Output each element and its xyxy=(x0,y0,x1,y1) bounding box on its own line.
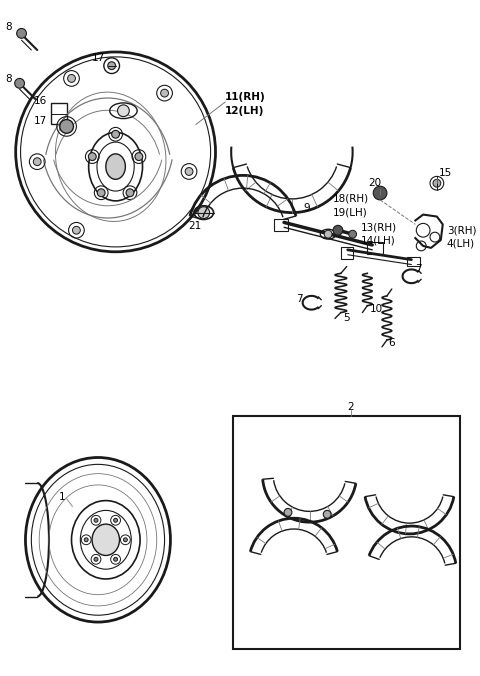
Ellipse shape xyxy=(92,524,120,556)
Circle shape xyxy=(17,28,26,39)
Circle shape xyxy=(15,78,24,88)
Circle shape xyxy=(333,225,343,235)
Circle shape xyxy=(60,120,73,133)
Circle shape xyxy=(118,105,129,117)
Circle shape xyxy=(284,508,292,516)
Circle shape xyxy=(33,158,41,166)
Text: 11(RH): 11(RH) xyxy=(225,92,266,102)
Circle shape xyxy=(185,168,193,175)
Text: 10: 10 xyxy=(370,304,384,314)
Text: 19(LH): 19(LH) xyxy=(333,208,368,218)
Bar xyxy=(367,242,383,254)
Circle shape xyxy=(135,153,143,160)
Circle shape xyxy=(94,557,98,561)
Bar xyxy=(233,416,460,650)
Circle shape xyxy=(97,189,105,197)
Circle shape xyxy=(348,231,357,238)
Text: 3(RH): 3(RH) xyxy=(447,225,476,235)
Circle shape xyxy=(84,538,88,541)
Bar xyxy=(51,103,67,124)
Text: 21: 21 xyxy=(188,221,201,231)
Text: 17: 17 xyxy=(92,53,105,63)
Text: 1: 1 xyxy=(59,491,65,502)
Circle shape xyxy=(88,153,96,160)
Bar xyxy=(274,220,288,231)
Text: 5: 5 xyxy=(343,314,349,323)
Text: 13(RH): 13(RH) xyxy=(360,222,396,233)
Text: 7: 7 xyxy=(296,294,302,304)
Circle shape xyxy=(126,189,134,197)
Text: 8: 8 xyxy=(5,22,12,32)
Text: 4(LH): 4(LH) xyxy=(447,239,475,249)
Text: 12(LH): 12(LH) xyxy=(225,105,264,116)
Text: 15: 15 xyxy=(439,168,452,178)
Circle shape xyxy=(94,518,98,523)
Bar xyxy=(341,247,353,259)
Text: 9: 9 xyxy=(304,203,310,213)
Text: 17: 17 xyxy=(34,116,48,126)
Text: 2: 2 xyxy=(347,402,353,412)
Circle shape xyxy=(108,62,116,70)
Circle shape xyxy=(114,518,118,523)
Circle shape xyxy=(68,74,75,82)
Circle shape xyxy=(433,179,441,187)
Circle shape xyxy=(112,130,120,138)
Circle shape xyxy=(198,207,210,218)
Text: 6: 6 xyxy=(388,338,395,348)
Circle shape xyxy=(114,557,118,561)
Text: 8: 8 xyxy=(5,74,12,84)
Circle shape xyxy=(373,186,387,200)
Text: 16: 16 xyxy=(34,96,48,106)
Circle shape xyxy=(72,226,80,234)
Circle shape xyxy=(324,231,332,238)
Circle shape xyxy=(161,89,168,97)
Ellipse shape xyxy=(106,154,125,179)
Text: 20: 20 xyxy=(368,178,382,188)
Text: 7: 7 xyxy=(415,264,422,274)
Text: 18(RH): 18(RH) xyxy=(333,194,369,204)
Text: 14(LH): 14(LH) xyxy=(360,235,395,245)
Bar xyxy=(407,257,420,266)
Circle shape xyxy=(323,510,331,518)
Circle shape xyxy=(123,538,127,541)
